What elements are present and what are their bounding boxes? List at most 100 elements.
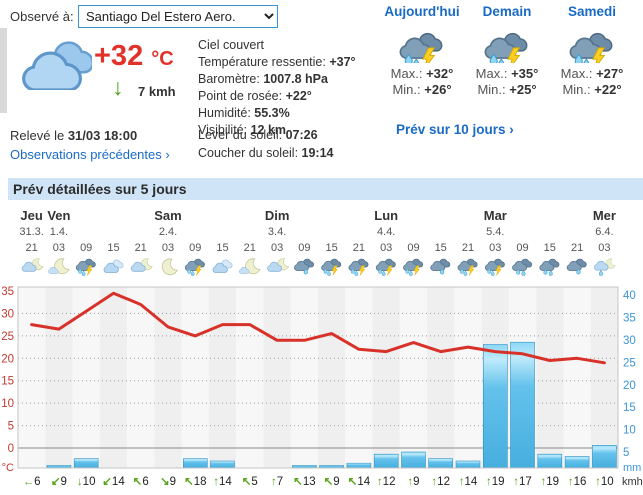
precip-bar: [564, 456, 590, 469]
weather-cloudy-icon: [103, 259, 124, 273]
weather-rain2-icon: [539, 258, 560, 276]
hour-label: 03: [380, 242, 392, 254]
day-column-stripe: [18, 287, 46, 468]
date-label: 1.4.: [50, 226, 68, 238]
previous-observations-link[interactable]: Observations précédentes ›: [10, 147, 170, 162]
hour-label: 03: [271, 242, 283, 254]
station-select[interactable]: Santiago Del Estero Aero.: [78, 5, 278, 28]
wind-cell: ↑14: [459, 476, 478, 488]
wind-cell: ←6: [23, 476, 41, 488]
hour-label: 03: [162, 242, 174, 254]
weather-night-cloud-icon: [130, 258, 153, 272]
wind-cell: ↑19: [541, 476, 560, 488]
detail-row: Point de rosée: +22°: [198, 88, 383, 105]
day-column-stripe: [427, 287, 455, 468]
precip-bar: [373, 453, 399, 469]
plot-border: [17, 286, 619, 469]
day-column-stripe: [99, 287, 128, 468]
forecast-day-title[interactable]: Samedi: [567, 4, 617, 19]
current-weather-clouds-icon: [18, 34, 95, 95]
wind-cell: ↑7: [271, 476, 283, 488]
day-column-stripe: [290, 287, 318, 468]
detail-value: +22°: [285, 89, 312, 103]
hour-label: 03: [53, 242, 65, 254]
left-axis-tick: 0: [8, 443, 14, 455]
temperature-line: [30, 291, 606, 365]
wind-cell: ↘9: [160, 476, 176, 488]
day-column-stripe: [208, 287, 237, 468]
wind-arrow-icon: ↙: [51, 476, 61, 488]
forecast-day-title[interactable]: Demain: [482, 4, 532, 19]
weather-storm-icon: [484, 258, 505, 276]
max-value: +35°: [511, 66, 539, 81]
right-axis-tick: 35: [623, 313, 636, 325]
day-column-stripe: [318, 287, 346, 468]
hour-label: 09: [189, 242, 201, 254]
max-label: Max.:: [560, 66, 597, 81]
ten-day-forecast-link[interactable]: Prév sur 10 jours ›: [396, 122, 514, 137]
wind-cell: ↑10: [595, 476, 614, 488]
day-label: Jeu: [20, 208, 42, 223]
released-prefix: Relevé le: [10, 128, 68, 143]
day-label: Ven: [47, 208, 70, 223]
wind-cell: ↓10: [77, 476, 96, 488]
section-header: Prév détaillées sur 5 jours: [8, 178, 643, 200]
detail-label: Baromètre:: [198, 72, 260, 86]
max-temp: Max.: +35°: [464, 66, 550, 81]
day-column-stripe: [263, 287, 291, 468]
storm-icon: [569, 32, 613, 70]
right-axis-tick: 25: [623, 357, 636, 369]
min-temp: Min.: +25°: [464, 82, 550, 97]
sunrise-label: Lever du soleil:: [198, 128, 286, 142]
wind-arrow-icon: ↑: [541, 476, 547, 488]
day-column-stripe: [345, 287, 373, 468]
max-temp: Max.: +27°: [549, 66, 635, 81]
detail-label: Visibilité:: [198, 123, 248, 137]
hour-label: 15: [544, 242, 556, 254]
wind-cell: ↑14: [213, 476, 232, 488]
wind-arrow-icon: ↖: [293, 476, 303, 488]
hour-label: 21: [244, 242, 256, 254]
hour-label: 21: [571, 242, 583, 254]
wind-cell: ↖9: [324, 476, 340, 488]
weather-rain1-icon: [566, 258, 587, 275]
day-column-stripe: [454, 287, 482, 468]
weather-cloudy-icon: [212, 259, 233, 273]
sunrise: Lever du soleil: 07:26: [198, 128, 318, 142]
day-column-stripe: [563, 287, 591, 468]
wind-cell: ↑16: [568, 476, 587, 488]
detail-value: +37°: [329, 55, 356, 69]
weather-storm-icon: [321, 258, 342, 276]
section-title: Prév détaillées sur 5 jours: [13, 181, 187, 197]
wind-arrow-icon: ↙: [102, 476, 112, 488]
wind-cell: ↖13: [293, 476, 315, 488]
wind-cell: ↑9: [407, 476, 419, 488]
right-axis-tick: 40: [623, 290, 636, 302]
weather-storm-icon: [403, 258, 424, 276]
precip-bar: [592, 445, 617, 469]
wind-cell: ↖5: [242, 476, 258, 488]
wind-arrow-icon: ↑: [513, 476, 519, 488]
wind-arrow-icon: ↑: [377, 476, 383, 488]
day-column-stripe: [536, 287, 564, 468]
left-axis-tick: 30: [1, 308, 14, 320]
detail-value: 55.3%: [254, 106, 290, 120]
right-axis-unit: mm: [623, 462, 641, 474]
sunrise-value: 07:26: [285, 128, 318, 142]
day-column-stripe: [45, 287, 73, 468]
observed-label: Observé à:: [10, 9, 74, 24]
current-temperature: +32 °C: [94, 40, 174, 73]
wind-cell: ↖18: [184, 476, 206, 488]
hour-label: 21: [135, 242, 147, 254]
max-value: +32°: [426, 66, 454, 81]
wind-arrow-icon: ←: [23, 476, 35, 488]
current-wind-speed: 7 kmh: [138, 84, 176, 99]
wind-cell: ↑19: [486, 476, 505, 488]
right-axis-tick: 30: [623, 335, 636, 347]
date-label: 2.4.: [159, 226, 177, 238]
detail-row: Humidité: 55.3%: [198, 105, 383, 122]
max-label: Max.:: [475, 66, 512, 81]
forecast-day-title[interactable]: Aujourd'hui: [384, 4, 460, 19]
sunset: Coucher du soleil: 19:14: [198, 146, 334, 160]
